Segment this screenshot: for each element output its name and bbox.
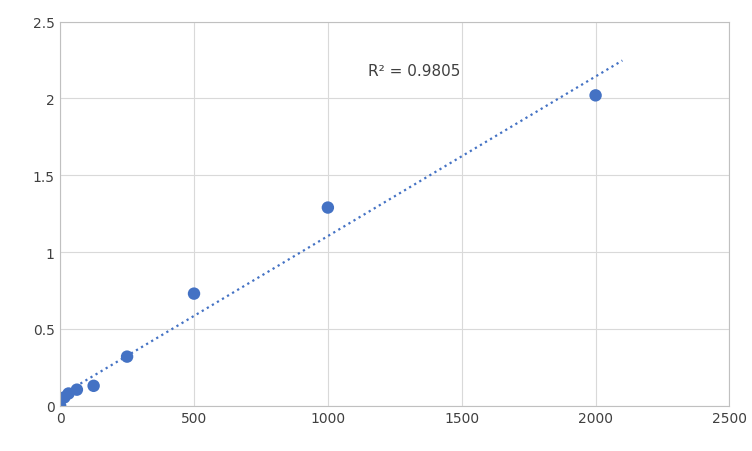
- Point: [322, 204, 334, 212]
- Point: [71, 386, 83, 393]
- Text: R² = 0.9805: R² = 0.9805: [368, 64, 460, 79]
- Point: [62, 390, 74, 397]
- Point: [121, 353, 133, 360]
- Point: [59, 394, 71, 401]
- Point: [87, 382, 99, 390]
- Point: [590, 92, 602, 100]
- Point: [188, 290, 200, 298]
- Point: [54, 402, 66, 410]
